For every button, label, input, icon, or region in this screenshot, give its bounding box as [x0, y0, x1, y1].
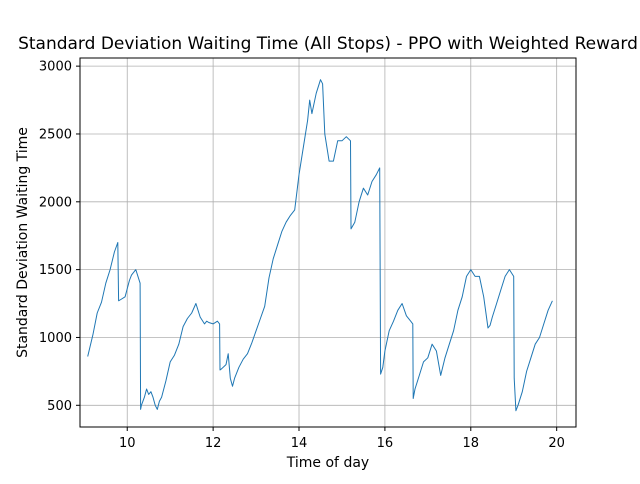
x-axis: 10 12 14 16 18 20 [119, 427, 565, 451]
plot-area [87, 79, 553, 412]
x-tick-label: 12 [205, 436, 222, 451]
y-axis-label: Standard Deviation Waiting Time [15, 127, 31, 358]
y-tick-label: 3000 [39, 60, 72, 75]
x-tick-label: 14 [291, 436, 308, 451]
y-tick-label: 2000 [39, 195, 72, 210]
plot-frame [79, 57, 577, 428]
x-tick-label: 20 [548, 436, 565, 451]
x-axis-label: Time of day [286, 455, 369, 471]
y-tick-label: 2500 [39, 127, 72, 142]
series-line [87, 79, 553, 412]
y-tick-label: 500 [47, 399, 72, 414]
grid [80, 58, 576, 427]
y-axis: 500 1000 1500 2000 2500 3000 [39, 60, 80, 414]
y-tick-label: 1000 [39, 331, 72, 346]
y-tick-label: 1500 [39, 263, 72, 278]
x-tick-label: 16 [377, 436, 394, 451]
x-tick-label: 10 [119, 436, 136, 451]
chart-title: Standard Deviation Waiting Time (All Sto… [18, 34, 638, 54]
x-tick-label: 18 [463, 436, 480, 451]
